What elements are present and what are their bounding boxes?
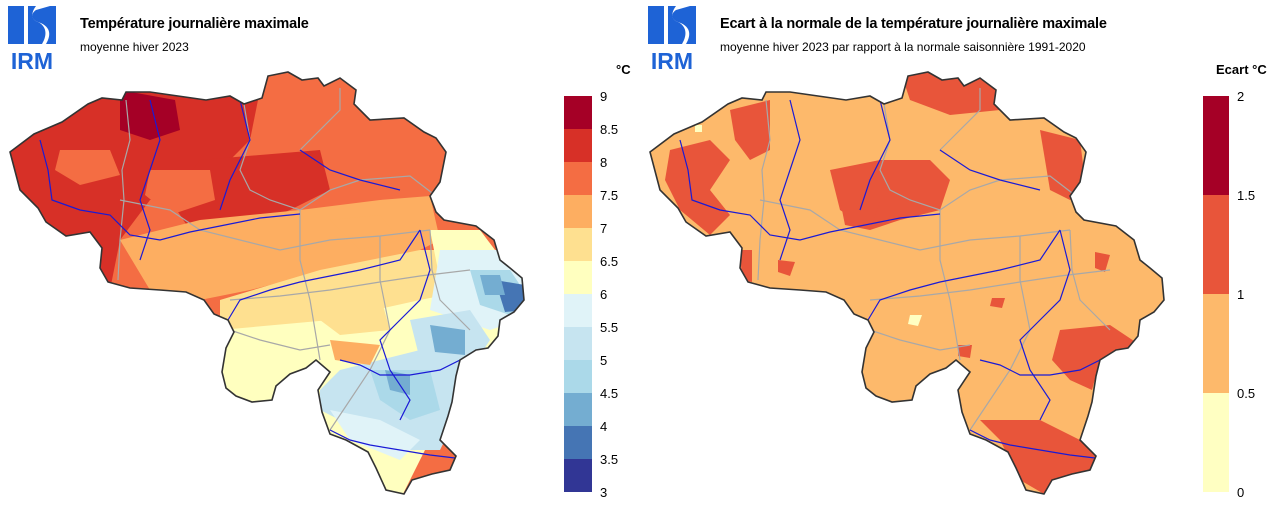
color-legend: 9 8.5 8 7.5 7 6.5 6 5.5 5 4.5 4 3.5 3 [564,90,618,499]
legend-tick-label: 8.5 [600,122,619,137]
legend-swatch [564,294,592,327]
legend-swatch [1203,96,1229,195]
legend-swatch [564,360,592,393]
irm-logo: IRM [646,4,698,74]
legend-tick-label: 7.5 [600,188,619,203]
legend-unit: Ecart °C [1216,62,1267,77]
logo-text: IRM [10,48,54,74]
legend-tick-label: 4 [600,419,608,434]
map-subtitle: moyenne hiver 2023 [80,40,189,54]
legend-swatch [564,426,592,459]
legend-tick-label: 2 [1237,89,1245,104]
legend-swatch [1203,294,1229,393]
irm-logo-icon [8,6,56,44]
legend-tick-label: 4.5 [600,386,619,401]
map-title: Température journalière maximale [80,16,309,32]
color-legend: 2 1.5 1 0.5 0 [1203,90,1255,499]
legend-swatch [564,393,592,426]
legend-tick-label: 0 [1237,485,1245,500]
legend-tick-label: 9 [600,89,608,104]
legend-swatch [564,228,592,261]
legend-tick-label: 6.5 [600,254,619,269]
map-subtitle: moyenne hiver 2023 par rapport à la norm… [720,40,1086,54]
panel-anomaly: IRM Ecart à la normale de la température… [640,0,1280,507]
panel-temperature-max: IRM Température journalière maximale moy… [6,4,631,499]
belgium-anomaly-map [649,71,1165,495]
legend-swatch [564,195,592,228]
legend-tick-label: 3 [600,485,608,500]
legend-swatch [1203,393,1229,492]
logo-text: IRM [650,48,694,74]
legend-tick-label: 6 [600,287,608,302]
legend-swatch [1203,195,1229,294]
legend-tick-label: 8 [600,155,608,170]
legend-unit: °C [616,62,631,77]
legend-swatch [564,327,592,360]
legend-tick-label: 1.5 [1237,188,1256,203]
legend-swatch [564,129,592,162]
belgium-temperature-map [9,71,525,495]
irm-logo-icon [648,6,696,44]
legend-tick-label: 0.5 [1237,386,1256,401]
legend-tick-label: 5.5 [600,320,619,335]
irm-logo: IRM [6,4,58,74]
legend-swatch [564,261,592,294]
legend-tick-label: 7 [600,221,608,236]
legend-swatch [564,459,592,492]
legend-tick-label: 1 [1237,287,1245,302]
legend-swatch [564,162,592,195]
map-title: Ecart à la normale de la température jou… [720,16,1107,32]
legend-swatch [564,96,592,129]
legend-tick-label: 3.5 [600,452,619,467]
legend-tick-label: 5 [600,353,608,368]
